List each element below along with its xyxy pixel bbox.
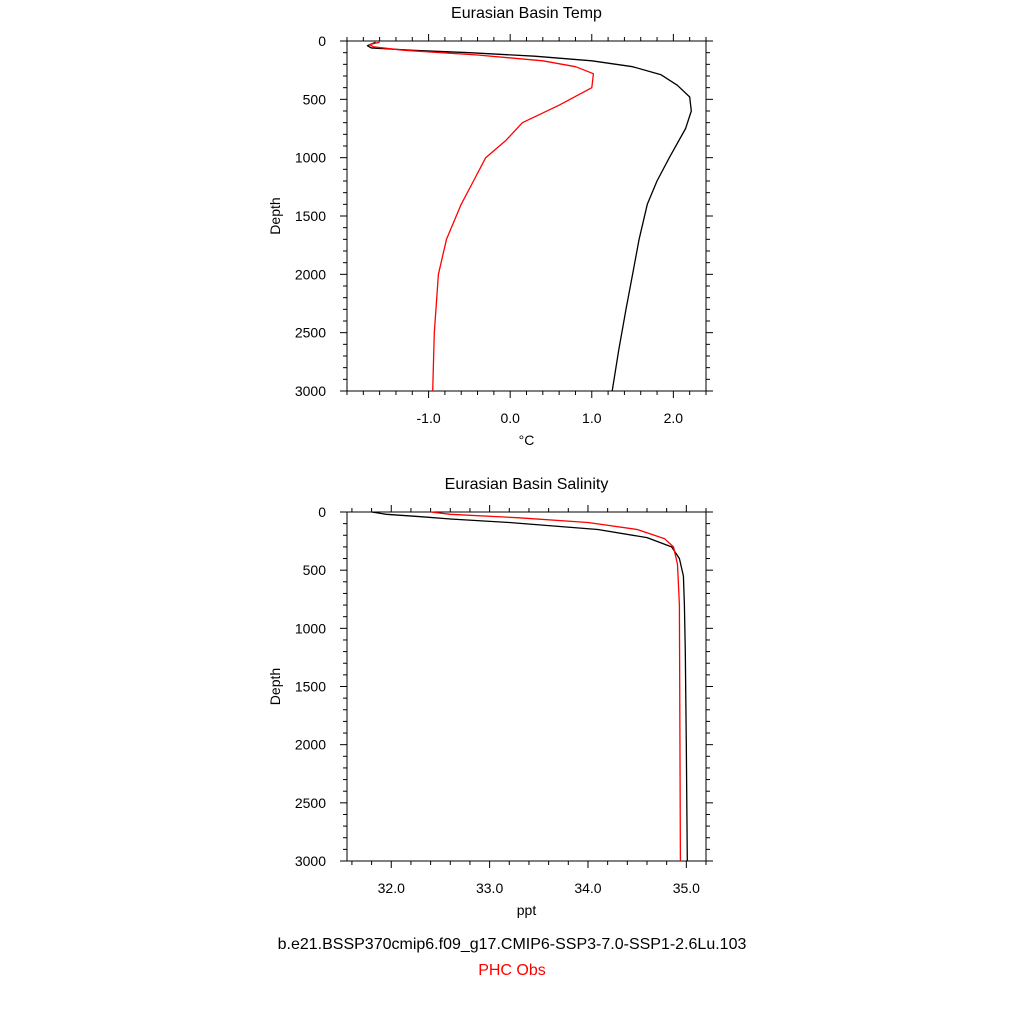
- x-tick-label: 35.0: [673, 880, 700, 896]
- series-line-phc-obs: [369, 41, 595, 392]
- plot-frame: [346, 511, 707, 862]
- y-axis-label: Depth: [267, 197, 283, 234]
- x-axis-label: ppt: [517, 902, 537, 918]
- y-tick-label: 3000: [295, 383, 326, 399]
- legend-model-label: b.e21.BSSP370cmip6.f09_g17.CMIP6-SSP3-7.…: [277, 936, 747, 953]
- y-tick-label: 2500: [295, 325, 326, 341]
- series-line-model: [371, 511, 688, 862]
- y-tick-label: 2500: [295, 795, 326, 811]
- x-tick-label: 32.0: [378, 880, 405, 896]
- y-tick-label: 500: [303, 562, 327, 578]
- y-tick-label: 1500: [295, 679, 326, 695]
- y-tick-label: 1500: [295, 208, 326, 224]
- chart-temp: 0 500 1000 1500 2000 2500 3000 -1.0 0.0 1.0 2.0 Eur…: [267, 5, 713, 448]
- x-tick-label: 2.0: [664, 410, 684, 426]
- legend-obs-label: PHC Obs: [478, 962, 546, 979]
- y-tick-label: 2000: [295, 266, 326, 282]
- y-tick-label: 500: [303, 91, 327, 107]
- x-tick-label: 0.0: [500, 410, 520, 426]
- y-tick-label: 3000: [295, 853, 326, 869]
- series-line-model: [366, 41, 692, 392]
- plot-frame: [346, 40, 707, 392]
- y-tick-label: 1000: [295, 620, 326, 636]
- chart-salinity: 0 500 1000 1500 2000 2500 3000 32.0 33.0 34.0 35.0…: [267, 476, 713, 918]
- x-tick-label: 1.0: [582, 410, 602, 426]
- y-tick-label: 0: [318, 33, 326, 49]
- chart-title: Eurasian Basin Salinity: [445, 476, 609, 493]
- x-tick-label: 34.0: [574, 880, 601, 896]
- x-tick-label: -1.0: [417, 410, 441, 426]
- y-axis-label: Depth: [267, 668, 283, 705]
- y-tick-label: 1000: [295, 150, 326, 166]
- x-tick-label: 33.0: [476, 880, 503, 896]
- series-line-phc-obs: [430, 511, 682, 862]
- chart-title: Eurasian Basin Temp: [451, 5, 602, 22]
- x-axis-label: °C: [519, 432, 535, 448]
- y-tick-label: 0: [318, 504, 326, 520]
- y-tick-label: 2000: [295, 737, 326, 753]
